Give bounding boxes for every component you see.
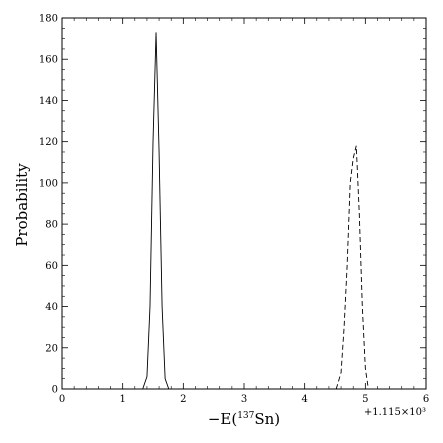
series-lines bbox=[142, 32, 369, 390]
x-tick-label: 1 bbox=[119, 394, 125, 405]
y-tick-label: 160 bbox=[39, 55, 58, 66]
x-tick-label: 2 bbox=[180, 394, 186, 405]
series-solid-line bbox=[142, 32, 170, 390]
y-tick-label: 140 bbox=[39, 96, 58, 107]
y-axis-label: Probability bbox=[13, 163, 31, 247]
y-tick-label: 180 bbox=[39, 14, 58, 25]
x-tick-label: 5 bbox=[362, 394, 368, 405]
x-offset-label: +1.115×10³ bbox=[364, 407, 426, 418]
y-tick-label: 120 bbox=[39, 137, 58, 148]
y-tick-label: 60 bbox=[45, 261, 58, 272]
y-tick-label: 0 bbox=[52, 385, 58, 396]
series-dashed-line bbox=[335, 145, 369, 390]
y-tick-label: 40 bbox=[45, 302, 58, 313]
y-tick-label: 80 bbox=[45, 220, 58, 231]
x-tick-label: 6 bbox=[423, 394, 429, 405]
x-tick-label: 0 bbox=[59, 394, 65, 405]
plot-frame bbox=[61, 17, 427, 390]
y-tick-label: 20 bbox=[45, 343, 58, 354]
x-axis-label: −E(137Sn) bbox=[208, 410, 280, 428]
x-tick-label: 4 bbox=[301, 394, 307, 405]
x-axis-label-sup: 137 bbox=[237, 411, 254, 421]
x-axis-label-suffix: Sn) bbox=[254, 410, 280, 428]
plot-area bbox=[61, 17, 427, 390]
x-axis-label-prefix: −E( bbox=[208, 410, 237, 428]
x-tick-label: 3 bbox=[241, 394, 247, 405]
y-tick-label: 100 bbox=[39, 178, 58, 189]
